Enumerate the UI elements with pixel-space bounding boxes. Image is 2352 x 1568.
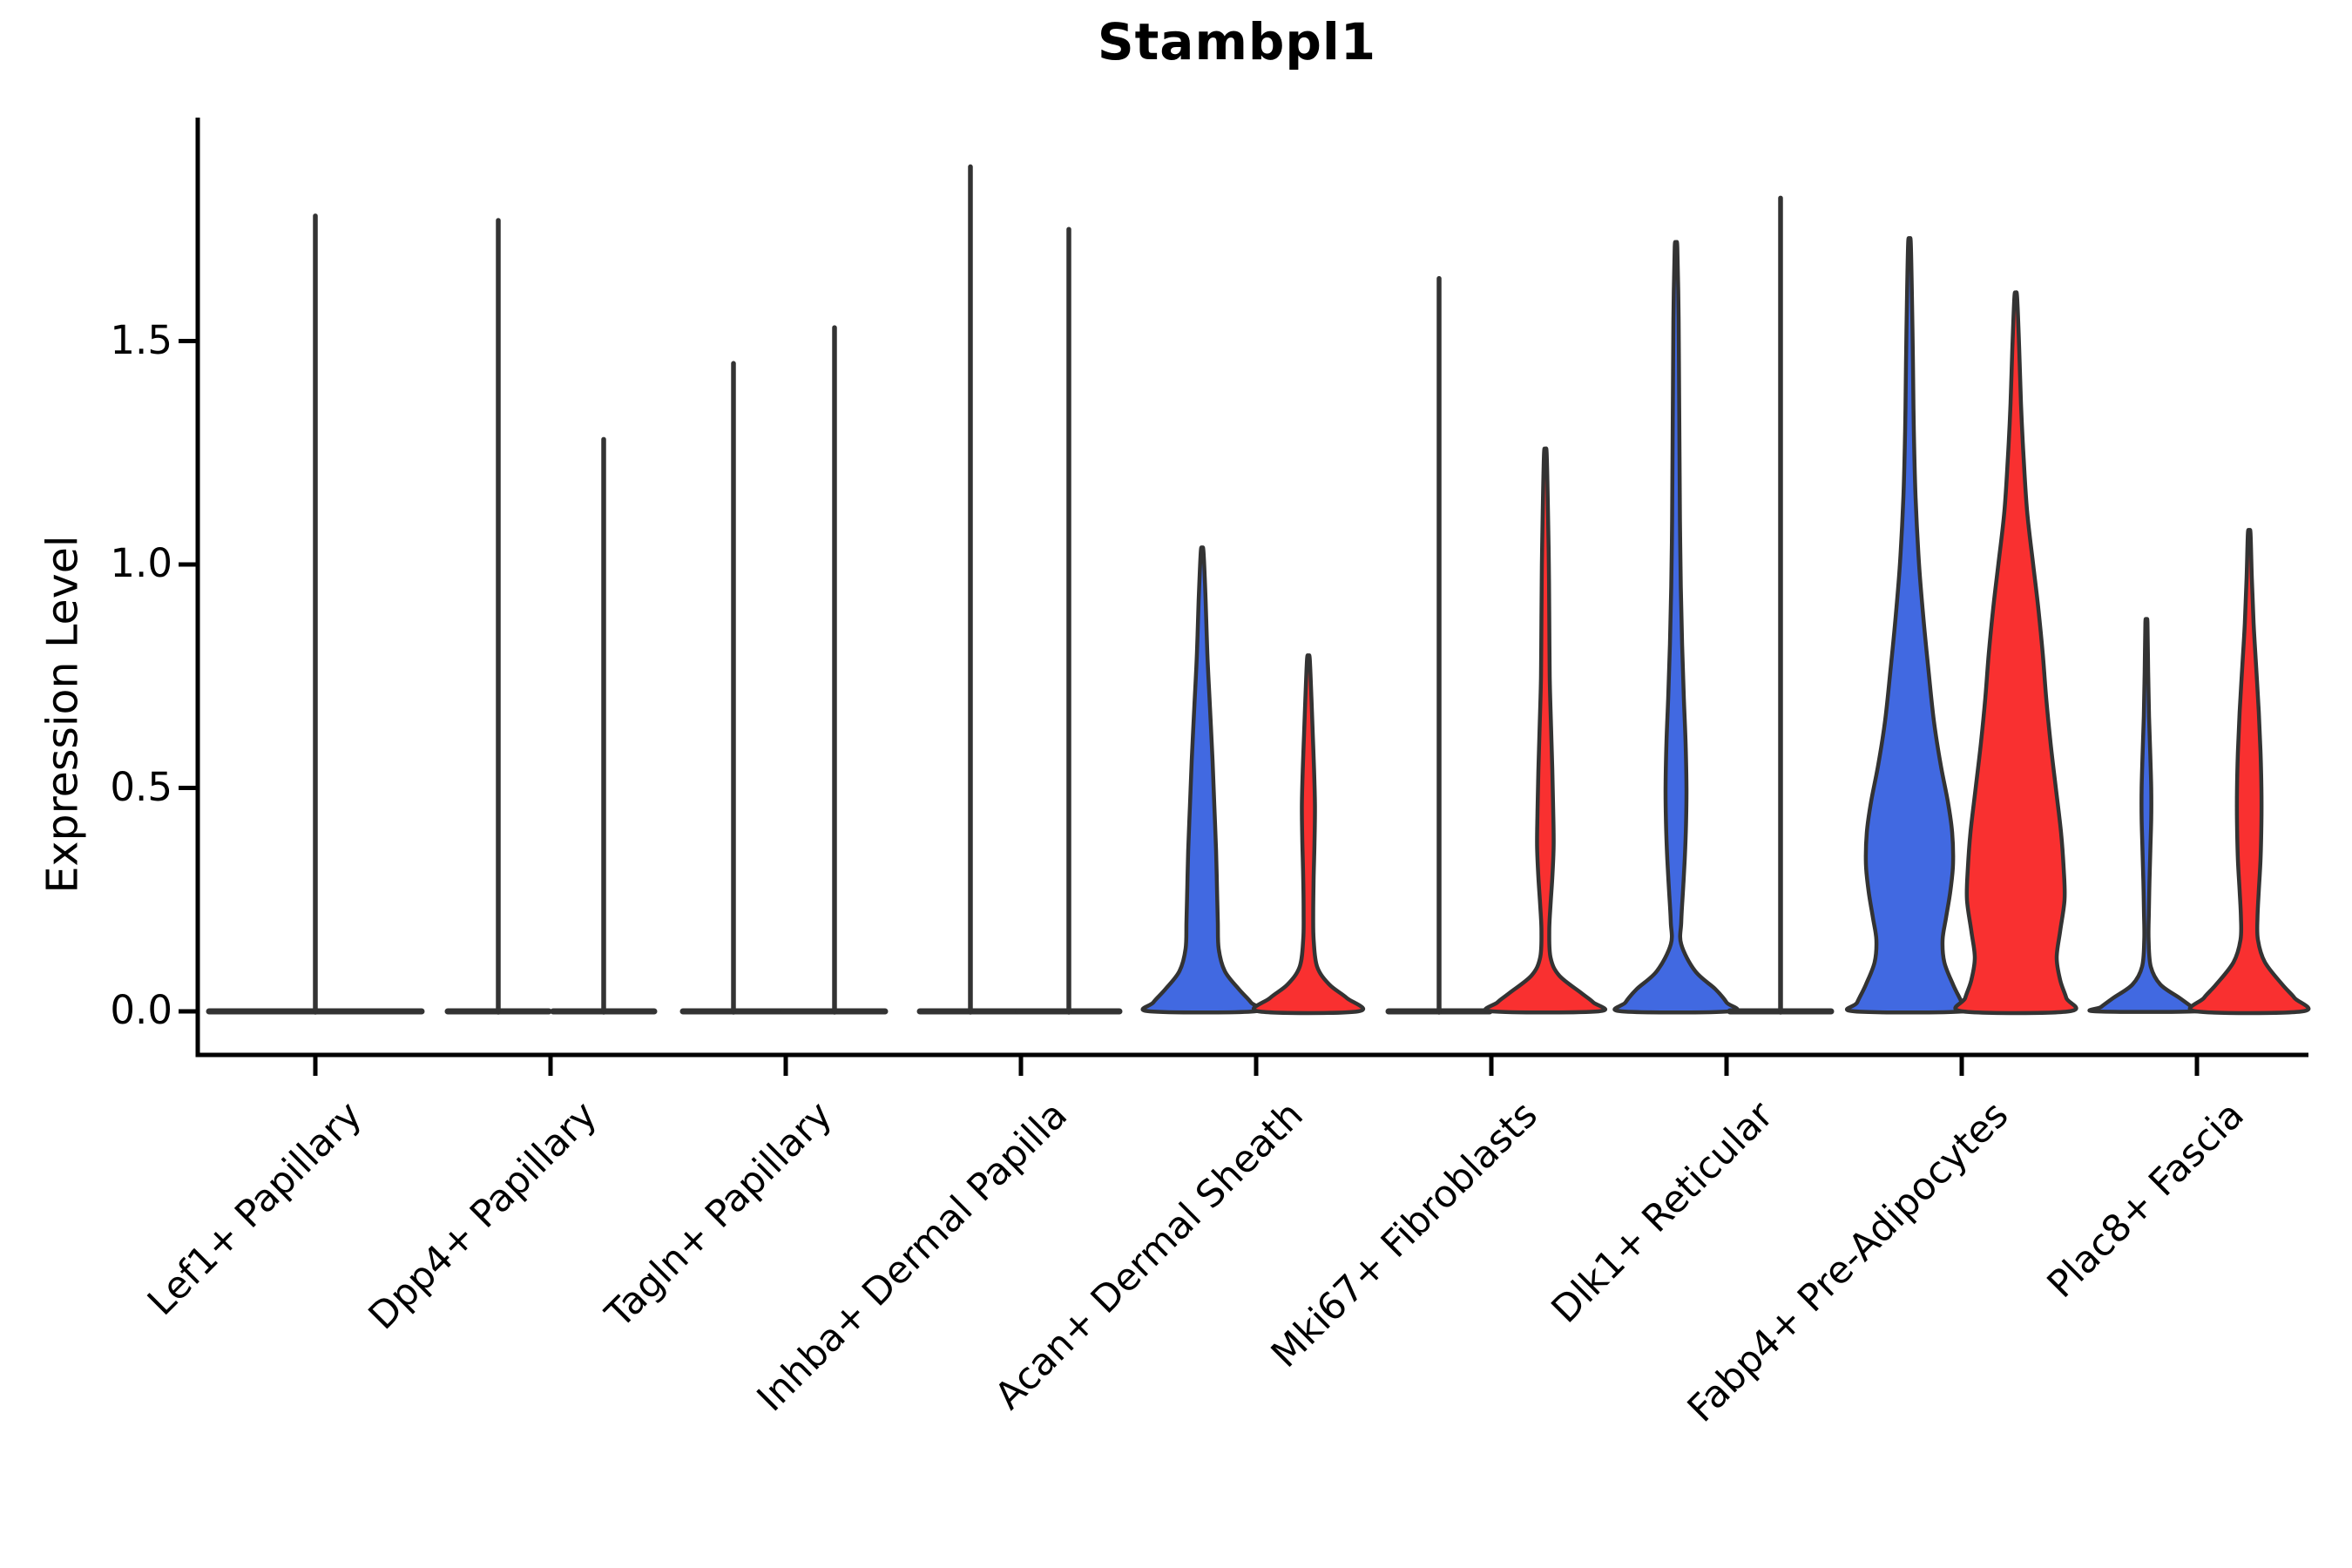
y-tick-label: 0.0 <box>110 987 172 1033</box>
y-tick-label: 1.0 <box>110 540 172 586</box>
y-tick-label: 1.5 <box>110 316 172 363</box>
violin-acan-dermal-sheath-red <box>1251 653 1366 1016</box>
violin-plac8-fascia-blue <box>2087 617 2206 1014</box>
violin-fabp4-pre-adipocytes-blue <box>1845 236 1974 1015</box>
y-tick-label: 0.5 <box>110 763 172 810</box>
violin-fabp4-pre-adipocytes-red <box>1953 290 2078 1016</box>
violin-acan-dermal-sheath-blue <box>1140 545 1264 1015</box>
violin-plac8-fascia-red <box>2187 528 2311 1016</box>
violin-mki67-fibroblasts-red <box>1484 446 1607 1015</box>
violin-dlk1-reticular-blue <box>1612 240 1740 1015</box>
plot-title: Stambpl1 <box>1097 12 1377 71</box>
